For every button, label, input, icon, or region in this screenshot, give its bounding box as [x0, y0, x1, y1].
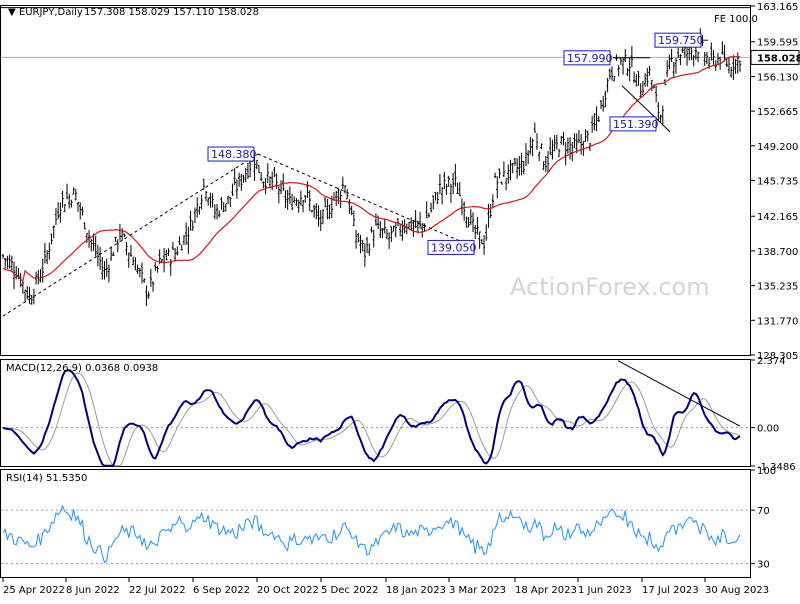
line-151390: [621, 85, 671, 133]
x-tick-label: 25 Apr 2022: [3, 585, 65, 596]
annotation-label: 151.390: [613, 118, 659, 131]
rsi-tick-label: 70: [757, 506, 770, 517]
rsi-panel: [0, 469, 751, 578]
watermark: ActionForex.com: [510, 273, 710, 301]
x-tick-label: 18 Apr 2023: [515, 585, 577, 596]
rsi-title: RSI(14) 51.5350: [6, 473, 87, 484]
annotation-label: 159.750: [658, 34, 704, 47]
macd-tick-label: -1.3486: [757, 462, 796, 473]
annotation-box: [654, 32, 702, 48]
fe-label: FE 100.0: [714, 14, 758, 25]
price-y-axis: 163.165 159.595 156.130 152.665 149.200 145.7…: [750, 2, 800, 362]
price-tick-label: 142.165: [757, 212, 798, 223]
price-tick-label: 131.770: [757, 316, 798, 327]
x-tick-label: 6 Sep 2022: [193, 585, 250, 596]
x-tick-label: 3 Mar 2023: [449, 585, 506, 596]
rsi-tick-label: 100: [757, 466, 776, 477]
macd-series: [2, 360, 741, 467]
annotation-label: 148.380: [211, 148, 257, 161]
macd-tick-label: 2.374: [757, 356, 786, 367]
annotation-box: [207, 146, 255, 162]
price-tick-label: 135.235: [757, 282, 798, 293]
price-tick-label: 149.200: [757, 142, 798, 153]
current-price-box: [750, 49, 800, 65]
price-annotations: 148.380 139.050 157.990 159.750 151.390: [2, 32, 708, 317]
x-tick-label: 20 Oct 2022: [257, 585, 319, 596]
x-tick-label: 1 Jun 2023: [578, 585, 632, 596]
price-tick-label: 156.130: [757, 72, 798, 83]
macd-line: [2, 369, 741, 467]
x-tick-label: 5 Dec 2022: [321, 585, 379, 596]
current-price-label: 158.028: [757, 53, 800, 64]
price-tick-label: 138.700: [757, 247, 798, 258]
x-tick-label: 17 Jul 2023: [642, 585, 699, 596]
annotation-box: [563, 50, 611, 66]
x-tick-label: 30 Aug 2023: [705, 585, 769, 596]
rsi-series: [2, 504, 741, 564]
trendline-up: [2, 153, 259, 317]
rsi-line: [2, 504, 741, 564]
price-title: ▼ EURJPY,Daily: [8, 7, 83, 18]
price-tick-label: 159.595: [757, 38, 798, 49]
x-tick-label: 22 Jul 2022: [129, 585, 186, 596]
annotation-label: 157.990: [567, 52, 613, 65]
rsi-tick-label: 30: [757, 560, 770, 571]
macd-panel: [0, 359, 751, 467]
price-series: [1, 28, 742, 306]
macd-y-axis: 2.374 0.00 -1.3486: [751, 356, 796, 473]
annotation-label: 139.050: [431, 241, 477, 254]
macd-tick-label: 0.00: [757, 424, 779, 435]
rsi-y-axis: 100 70 30: [751, 466, 776, 571]
annotation-box: [609, 116, 657, 132]
x-axis: 25 Apr 2022 8 Jun 2022 22 Jul 2022 6 Sep 20…: [2, 578, 769, 596]
price-tick-label: 163.165: [757, 2, 798, 13]
price-tick-label: 152.665: [757, 107, 798, 118]
macd-signal-line: [2, 372, 741, 467]
x-tick-label: 8 Jun 2022: [66, 585, 120, 596]
price-tick-label: 145.735: [757, 177, 798, 188]
macd-title: MACD(12,26,9) 0.0368 0.0938: [6, 363, 158, 374]
x-tick-label: 18 Jan 2023: [386, 585, 446, 596]
annotation-box: [427, 239, 475, 255]
price-panel: [0, 5, 751, 356]
macd-trendline: [617, 360, 741, 427]
price-tick-label: 128.305: [757, 351, 798, 362]
price-ohlc: 157.308 158.029 157.110 158.028: [84, 7, 259, 18]
